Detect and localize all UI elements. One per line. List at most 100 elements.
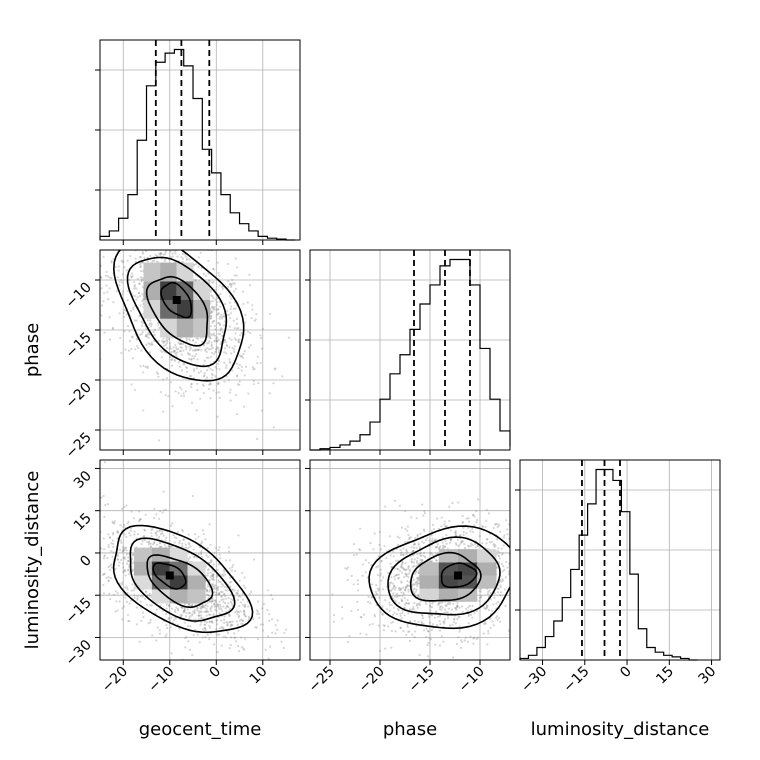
scatter-point [217, 349, 221, 352]
scatter-point [140, 542, 143, 546]
scatter-point [189, 229, 191, 231]
scatter-point [219, 292, 222, 296]
scatter-point [207, 569, 210, 572]
scatter-point [204, 628, 207, 631]
scatter-point [194, 349, 197, 352]
scatter-point [148, 541, 151, 544]
scatter-point [234, 307, 237, 310]
scatter-point [144, 365, 147, 368]
scatter-point [413, 572, 417, 576]
scatter-point [378, 530, 381, 534]
scatter-point [175, 353, 178, 357]
scatter-point [225, 364, 228, 367]
scatter-point [267, 657, 270, 660]
scatter-point [474, 546, 477, 549]
scatter-point [216, 603, 219, 606]
scatter-point [224, 303, 227, 306]
scatter-point [162, 490, 165, 493]
scatter-point [189, 375, 192, 378]
scatter-point [448, 624, 452, 627]
scatter-point [158, 632, 162, 635]
scatter-point [390, 646, 393, 649]
scatter-point [276, 628, 279, 631]
scatter-point [218, 322, 222, 326]
scatter-point [235, 327, 239, 330]
scatter-point [412, 607, 415, 611]
scatter-point [213, 591, 216, 594]
scatter-point [84, 551, 86, 553]
scatter-point [135, 298, 138, 301]
scatter-point [178, 539, 181, 543]
density-cell [458, 549, 478, 563]
scatter-point [110, 566, 114, 569]
scatter-point [164, 393, 167, 397]
scatter-point [246, 330, 250, 333]
scatter-point [209, 290, 212, 293]
scatter-point [415, 581, 419, 584]
scatter-point [461, 540, 464, 543]
scatter-point [175, 537, 178, 540]
scatter-point [219, 342, 222, 345]
scatter-point [105, 576, 108, 580]
scatter-point [108, 592, 111, 595]
scatter-point [228, 614, 231, 617]
density-peak [454, 571, 462, 580]
scatter-point [155, 513, 158, 516]
scatter-point [210, 310, 213, 314]
scatter-point [506, 528, 509, 531]
scatter-point [226, 589, 229, 592]
scatter-point [193, 612, 196, 615]
scatter-point [231, 347, 234, 350]
scatter-point [161, 532, 164, 535]
scatter-point [522, 577, 524, 579]
scatter-point [152, 228, 154, 230]
scatter-point [215, 609, 218, 612]
scatter-point [479, 590, 482, 593]
scatter-point [191, 613, 194, 616]
scatter-point [231, 278, 234, 281]
scatter-point [102, 537, 105, 540]
scatter-point [497, 587, 500, 591]
scatter-point [214, 350, 217, 354]
scatter-point [362, 613, 365, 616]
scatter-point [119, 558, 123, 562]
scatter-point [235, 620, 238, 623]
scatter-point [415, 561, 419, 564]
scatter-point [498, 524, 501, 527]
scatter-point [141, 251, 144, 254]
scatter-point [229, 361, 232, 364]
scatter-point [465, 517, 468, 520]
scatter-point [458, 628, 461, 631]
scatter-point [494, 523, 497, 526]
scatter-point [485, 542, 488, 545]
scatter-point [211, 573, 214, 576]
scatter-point [122, 311, 125, 314]
scatter-point [502, 536, 505, 539]
scatter-point [239, 595, 242, 598]
scatter-point [411, 633, 414, 636]
scatter-point [418, 653, 421, 656]
scatter-point [396, 559, 400, 562]
scatter-point [229, 643, 232, 647]
scatter-point [89, 317, 91, 319]
scatter-point [146, 335, 149, 338]
scatter-point [200, 540, 204, 543]
scatter-point [187, 245, 189, 247]
scatter-point [150, 234, 152, 236]
scatter-point [445, 542, 448, 545]
scatter-point [395, 595, 399, 598]
scatter-point [416, 553, 419, 556]
scatter-point [454, 607, 457, 610]
scatter-point [200, 550, 203, 553]
scatter-point [436, 545, 439, 548]
scatter-point [437, 603, 440, 606]
scatter-point [404, 568, 408, 572]
scatter-point [544, 529, 546, 531]
scatter-point [102, 583, 105, 587]
scatter-point [506, 566, 509, 569]
scatter-point [456, 604, 459, 607]
x-tick-label: −10 [456, 664, 488, 696]
scatter-point [203, 372, 206, 375]
scatter-point [113, 520, 116, 523]
scatter-point [200, 616, 203, 619]
